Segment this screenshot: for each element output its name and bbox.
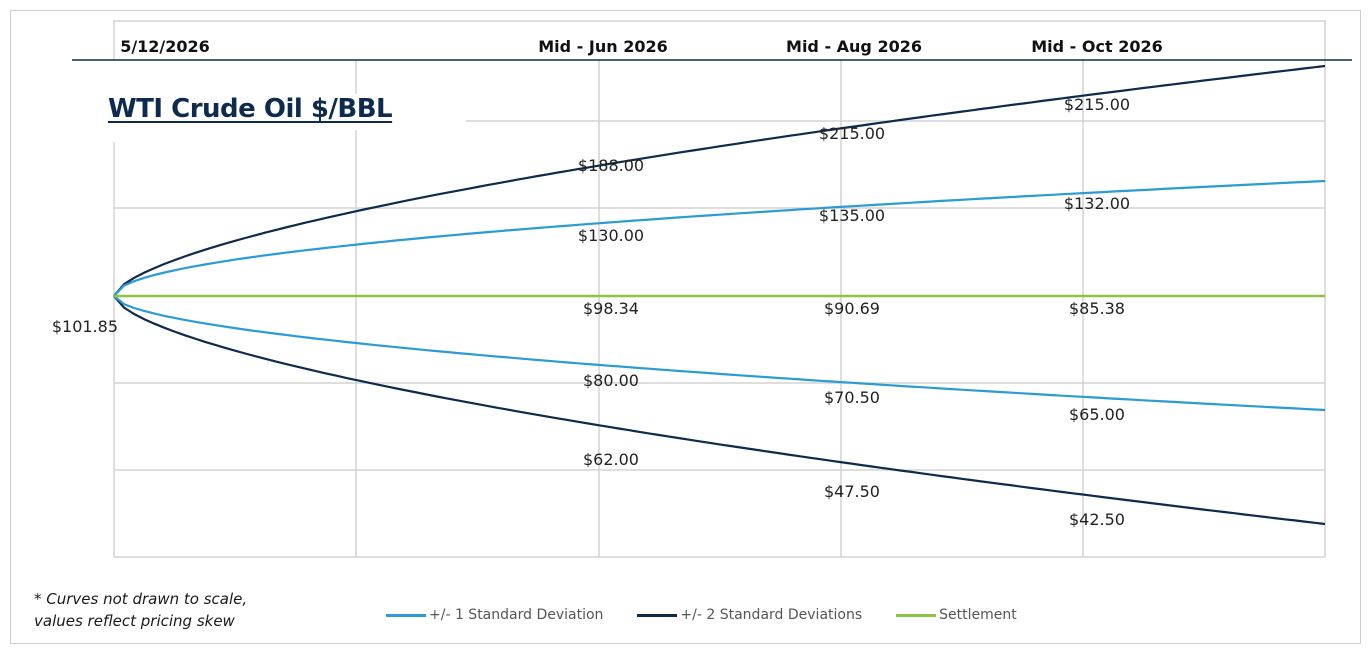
legend-swatch-1sd xyxy=(386,613,426,617)
curve-1sd-upper xyxy=(113,179,1326,297)
label-1sd-lower-2: $65.00 xyxy=(1069,405,1125,424)
legend-swatch-2sd xyxy=(637,613,678,617)
legend-label-2sd: +/- 2 Standard Deviations xyxy=(680,607,863,623)
footnote: * Curves not drawn to scale, values refl… xyxy=(34,588,247,632)
legend-item-settlement: Settlement xyxy=(896,607,1017,623)
chart-title: WTI Crude Oil $/BBL xyxy=(108,94,397,130)
legend-label-1sd: +/- 1 Standard Deviation xyxy=(429,607,604,623)
label-settlement-1: $90.69 xyxy=(824,299,880,318)
label-settlement-0: $98.34 xyxy=(583,299,639,318)
curve-2sd-upper xyxy=(113,64,1326,297)
x-label-2: Mid - Aug 2026 xyxy=(786,37,922,56)
footnote-line-1: * Curves not drawn to scale, xyxy=(34,590,248,608)
label-2sd-upper-0: $188.00 xyxy=(578,156,644,175)
label-1sd-upper-1: $135.00 xyxy=(819,206,885,225)
x-label-1: Mid - Jun 2026 xyxy=(538,37,667,56)
legend: +/- 1 Standard Deviation +/- 2 Standard … xyxy=(386,607,1051,623)
label-2sd-upper-1: $215.00 xyxy=(819,124,885,143)
data-labels: $188.00 $130.00 $98.34 $80.00 $62.00 $215.00 $… xyxy=(52,95,1130,529)
legend-swatch-settlement xyxy=(896,613,937,617)
legend-item-1sd: +/- 1 Standard Deviation xyxy=(386,607,603,623)
legend-label-settlement: Settlement xyxy=(939,607,1017,623)
label-1sd-upper-0: $130.00 xyxy=(578,226,644,245)
label-2sd-lower-2: $42.50 xyxy=(1069,510,1125,529)
x-label-3: Mid - Oct 2026 xyxy=(1031,37,1162,56)
footnote-line-2: values reflect pricing skew xyxy=(34,612,235,630)
label-start: $101.85 xyxy=(52,317,118,336)
label-1sd-upper-2: $132.00 xyxy=(1064,194,1130,213)
label-2sd-lower-1: $47.50 xyxy=(824,482,880,501)
label-1sd-lower-0: $80.00 xyxy=(583,371,639,390)
label-2sd-lower-0: $62.00 xyxy=(583,450,639,469)
label-1sd-lower-1: $70.50 xyxy=(824,388,880,407)
curves xyxy=(113,64,1326,526)
label-2sd-upper-2: $215.00 xyxy=(1064,95,1130,114)
label-settlement-2: $85.38 xyxy=(1069,299,1125,318)
curve-1sd-lower xyxy=(113,295,1326,412)
curve-2sd-lower xyxy=(113,295,1326,526)
legend-item-2sd: +/- 2 Standard Deviations xyxy=(637,607,862,623)
x-label-0: 5/12/2026 xyxy=(120,37,210,56)
x-axis-labels: 5/12/2026 Mid - Jun 2026 Mid - Aug 2026 Mid… xyxy=(120,37,1163,56)
